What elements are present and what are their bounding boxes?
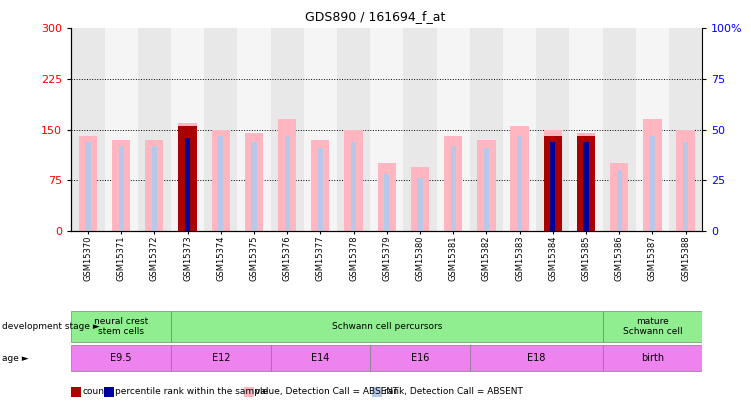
Text: GDS890 / 161694_f_at: GDS890 / 161694_f_at (306, 10, 445, 23)
Bar (385, 174, 389, 231)
Bar (550, 142, 555, 231)
Bar (511, 126, 529, 231)
Bar (544, 136, 562, 231)
Bar (104, 28, 137, 231)
Bar (86, 142, 91, 231)
Bar (351, 142, 356, 231)
Text: neural crest
stem cells: neural crest stem cells (94, 317, 148, 336)
Bar (185, 138, 190, 231)
Bar (219, 136, 223, 231)
Bar (318, 148, 323, 231)
Bar (477, 140, 496, 231)
Text: count: count (83, 387, 108, 396)
Bar (669, 28, 702, 231)
Bar (503, 28, 536, 231)
Bar (252, 142, 257, 231)
Bar (584, 140, 589, 231)
Text: development stage ►: development stage ► (2, 322, 99, 331)
Bar (179, 123, 197, 231)
Bar (171, 345, 270, 371)
Bar (610, 163, 629, 231)
Bar (212, 130, 230, 231)
Text: E16: E16 (411, 353, 429, 363)
Bar (378, 163, 396, 231)
Bar (444, 136, 463, 231)
Text: age ►: age ► (2, 354, 28, 362)
Bar (602, 345, 702, 371)
Bar (636, 28, 669, 231)
Text: E14: E14 (311, 353, 330, 363)
Bar (644, 119, 662, 231)
Bar (71, 28, 104, 231)
Bar (550, 140, 555, 231)
Bar (145, 140, 164, 231)
Text: percentile rank within the sample: percentile rank within the sample (116, 387, 268, 396)
Bar (436, 28, 470, 231)
Bar (602, 311, 702, 342)
Bar (517, 136, 522, 231)
Bar (270, 28, 303, 231)
Bar (370, 345, 470, 371)
Bar (602, 28, 636, 231)
Bar (536, 28, 569, 231)
Bar (345, 130, 363, 231)
Bar (171, 311, 602, 342)
Text: birth: birth (641, 353, 664, 363)
Text: value, Detection Call = ABSENT: value, Detection Call = ABSENT (255, 387, 399, 396)
Text: rank, Detection Call = ABSENT: rank, Detection Call = ABSENT (384, 387, 523, 396)
Bar (71, 345, 171, 371)
Bar (171, 28, 204, 231)
Bar (584, 142, 589, 231)
Bar (617, 170, 622, 231)
Bar (185, 136, 190, 231)
Bar (544, 130, 562, 231)
Bar (152, 146, 157, 231)
Text: E12: E12 (212, 353, 230, 363)
Text: mature
Schwann cell: mature Schwann cell (623, 317, 682, 336)
Bar (311, 140, 330, 231)
Bar (577, 133, 595, 231)
Bar (337, 28, 370, 231)
Bar (204, 28, 237, 231)
Text: E18: E18 (527, 353, 545, 363)
Bar (137, 28, 171, 231)
Bar (683, 142, 688, 231)
Bar (237, 28, 270, 231)
Bar (484, 148, 489, 231)
Bar (403, 28, 436, 231)
Bar (303, 28, 337, 231)
Bar (577, 136, 595, 231)
Bar (179, 126, 197, 231)
Bar (411, 167, 429, 231)
Bar (569, 28, 602, 231)
Bar (112, 140, 130, 231)
Bar (370, 28, 403, 231)
Bar (79, 136, 97, 231)
Bar (71, 311, 171, 342)
Bar (278, 119, 297, 231)
Bar (285, 136, 290, 231)
Bar (470, 345, 602, 371)
Bar (451, 146, 456, 231)
Bar (418, 178, 423, 231)
Bar (119, 146, 124, 231)
Bar (650, 136, 655, 231)
Bar (677, 130, 695, 231)
Text: E9.5: E9.5 (110, 353, 132, 363)
Bar (470, 28, 503, 231)
Bar (245, 133, 263, 231)
Text: Schwann cell percursors: Schwann cell percursors (332, 322, 442, 331)
Bar (270, 345, 370, 371)
